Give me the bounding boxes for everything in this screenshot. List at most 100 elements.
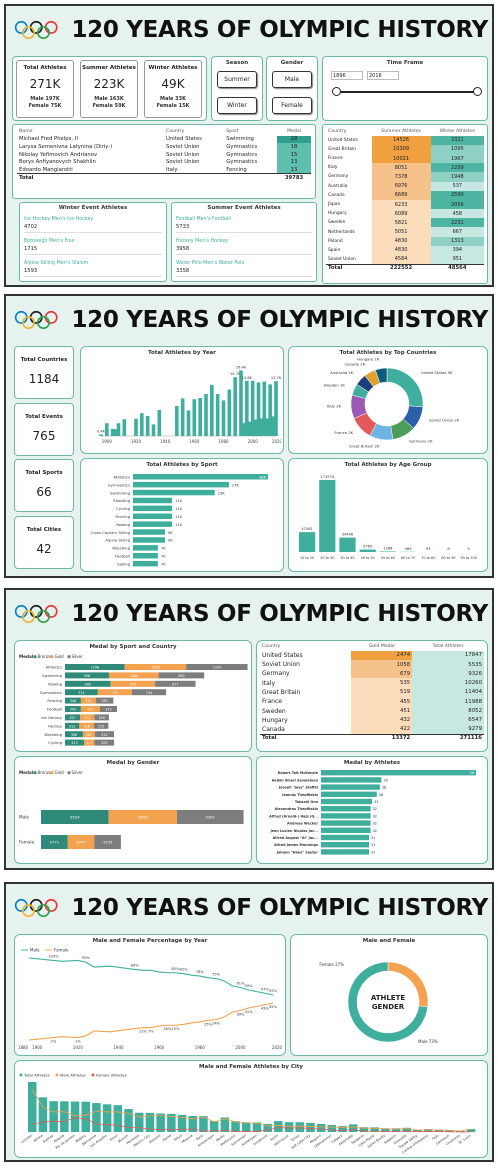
- bar-segment: [80, 706, 100, 712]
- timeframe-from-input[interactable]: 1896: [331, 71, 363, 80]
- cell-athletes: 9279: [412, 724, 484, 735]
- table-row[interactable]: Larysa Semenivna Latynina (Diriy-) Soviet…: [17, 143, 311, 151]
- kpi-female: Female 15K: [156, 103, 190, 109]
- table-row[interactable]: United States 2474 17847: [260, 650, 484, 660]
- data-label: 262: [86, 733, 92, 737]
- timeframe-slider-start-handle[interactable]: [332, 87, 341, 96]
- table-row[interactable]: Poland 4830 1313: [326, 236, 484, 246]
- bar-segment: [93, 722, 109, 729]
- tick-label: 2020: [272, 1045, 283, 1050]
- timeframe-filter: Time Frame 1896 2016: [322, 56, 488, 121]
- table-row[interactable]: Japan 6233 2056: [326, 199, 484, 210]
- bar-segment: [158, 672, 205, 679]
- data-label: 58: [470, 771, 474, 775]
- table-row[interactable]: Australia 6976 537: [326, 181, 484, 191]
- bar: [321, 834, 370, 841]
- bar: [124, 1109, 133, 1132]
- gender-female-button[interactable]: Female: [272, 97, 312, 114]
- category-label: Sydney: [42, 1134, 54, 1144]
- summer-event-card: Summer Event Athletes Football Men's Foo…: [171, 202, 317, 282]
- timeframe-slider-track[interactable]: [337, 91, 477, 93]
- bar: [133, 537, 165, 543]
- bar: [391, 1128, 401, 1132]
- bar: [327, 1124, 337, 1132]
- table-row[interactable]: Hungary 432 6547: [260, 715, 484, 725]
- table-row[interactable]: Spain 4830 394: [326, 245, 484, 256]
- bar: [133, 521, 173, 527]
- bar-segment: [110, 680, 156, 687]
- bar: [60, 1101, 69, 1132]
- table-row[interactable]: France 10021 1967: [326, 153, 484, 164]
- athletes-by-age-chart: 47561 10 to 20 171974 20 to 30 34406 30 to 40…: [299, 475, 477, 560]
- bar: [122, 419, 127, 436]
- data-label: 2%: [51, 1040, 57, 1044]
- cell-winter: 951: [430, 255, 484, 265]
- bar: [321, 777, 382, 783]
- table-row[interactable]: Canada 6689 2590: [326, 190, 484, 200]
- bar-segment: [124, 664, 187, 670]
- bar: [167, 1113, 176, 1132]
- table-row[interactable]: Hungary 6089 458: [326, 209, 484, 219]
- table-row[interactable]: Great Britain 10309 1095: [326, 144, 484, 154]
- table-row[interactable]: Sweden 451 8052: [260, 706, 484, 716]
- table-row[interactable]: Nikolay Yefimovich Andrianov Soviet Union…: [17, 150, 311, 159]
- table-row[interactable]: France 455 11988: [260, 697, 484, 707]
- bar: [339, 537, 356, 552]
- legend-title: Medal: [19, 770, 34, 775]
- season-winter-button[interactable]: Winter: [217, 97, 257, 114]
- table-row[interactable]: Soviet Union 4584 951: [326, 255, 484, 265]
- cell-country: Italy: [262, 679, 276, 687]
- bar: [110, 428, 115, 436]
- category-label: Munich: [117, 1134, 129, 1144]
- data-label: 45%: [269, 1005, 278, 1009]
- cell-country: United States: [262, 651, 303, 659]
- table-row[interactable]: Germany 7378 1948: [326, 172, 484, 182]
- bar: [135, 1112, 144, 1132]
- table-row[interactable]: Michael Fred Phelps, II United States Swim…: [17, 135, 311, 144]
- cell-country: Soviet Union: [166, 143, 200, 150]
- data-label: 171974: [320, 475, 334, 479]
- table-row[interactable]: Edoardo Mangiarotti Italy Fencing 13: [17, 165, 311, 174]
- legend-label: Silver: [72, 770, 84, 775]
- data-label: 425: [101, 741, 107, 745]
- cell-winter: 2209: [430, 163, 484, 173]
- cell-summer: 10021: [371, 153, 431, 164]
- timeframe-slider-end-handle[interactable]: [473, 87, 482, 96]
- data-label: 7K: [161, 562, 166, 566]
- table-row[interactable]: Borys Anfiyanovych Shakhlin Soviet Union G…: [17, 158, 311, 166]
- table-row[interactable]: Italy 535 10260: [260, 678, 484, 688]
- table-row[interactable]: Canada 422 9279: [260, 724, 484, 735]
- legend-label: Silver: [72, 654, 84, 659]
- cell-country: Hungary: [262, 716, 288, 724]
- table-row[interactable]: Germany 679 9326: [260, 669, 484, 679]
- table-row[interactable]: Great Britain 519 11404: [260, 687, 484, 698]
- tick-label: 1920: [73, 1045, 84, 1050]
- slice-label: Female 27%: [319, 962, 344, 967]
- data-label: 345: [70, 708, 76, 712]
- col-sport: Sport: [226, 129, 239, 135]
- page-title: 120 YEARS OF OLYMPIC HISTORY: [71, 307, 488, 333]
- city-athletes-chart: Total Athletes Male Athletes Female Athlet…: [19, 1072, 476, 1155]
- bar: [215, 394, 220, 436]
- data-label: 61%: [236, 982, 245, 986]
- gender-male-button[interactable]: Male: [272, 71, 312, 88]
- bar: [413, 1129, 422, 1132]
- table-row[interactable]: Soviet Union 1058 5535: [260, 659, 484, 670]
- kpi-card: Total Sports 66: [14, 459, 74, 512]
- cell-country: Great Britain: [262, 688, 301, 696]
- data-label: 41%: [245, 1010, 254, 1014]
- data-label: 78%: [196, 970, 205, 974]
- table-row[interactable]: Italy 8051 2209: [326, 163, 484, 173]
- table-row[interactable]: United States 14526 3321: [326, 135, 484, 145]
- bar: [92, 1103, 101, 1132]
- category-label: 30 to 40: [340, 556, 354, 560]
- table-row[interactable]: Netherlands 5051 667: [326, 227, 484, 237]
- legend-label: Bronze: [38, 770, 52, 775]
- bar: [319, 480, 336, 552]
- data-label: 0: [468, 547, 471, 551]
- timeframe-to-input[interactable]: 2016: [367, 71, 399, 80]
- bar-segment: [94, 714, 109, 721]
- gender-percentage-card: Male and Female Percentage by Year Male F…: [14, 934, 286, 1056]
- season-summer-button[interactable]: Summer: [217, 71, 257, 88]
- table-row[interactable]: Sweden 5821 2231: [326, 218, 484, 228]
